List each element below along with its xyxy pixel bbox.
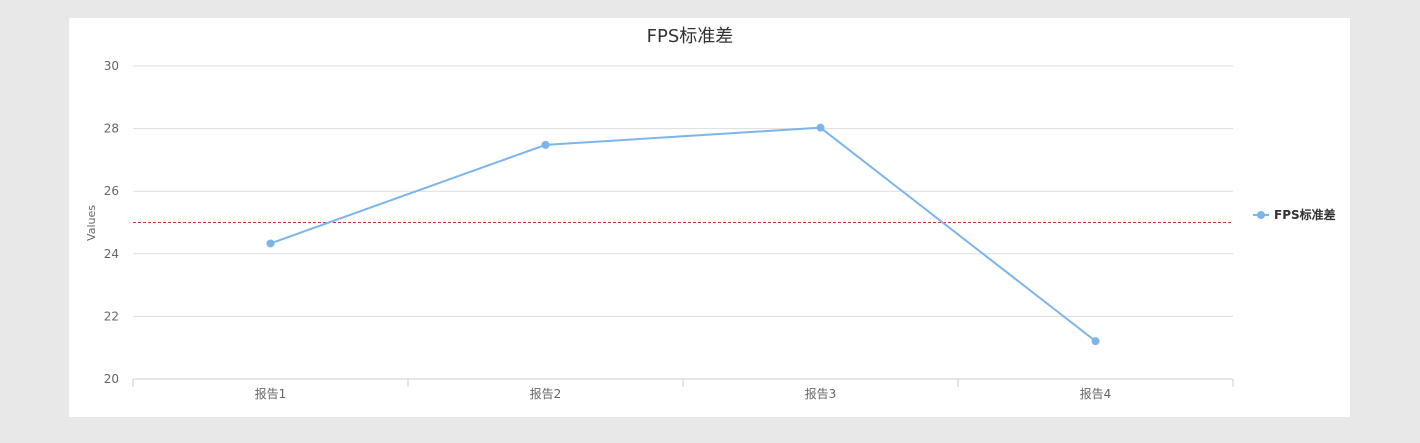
y-tick-label: 28 <box>104 122 119 136</box>
x-axis: 报告1 报告2 报告3 报告4 <box>132 378 1234 401</box>
y-tick-label: 26 <box>104 184 119 198</box>
series-line <box>270 126 1097 342</box>
y-tick-label: 24 <box>104 247 119 261</box>
y-axis-label: Values <box>85 205 98 241</box>
y-tick-label: 20 <box>104 372 119 386</box>
x-tick-label: 报告3 <box>805 386 837 401</box>
grid-lines <box>133 65 1233 317</box>
legend-item-label[interactable]: FPS标准差 <box>1274 207 1336 222</box>
chart-title: FPS标准差 <box>647 26 734 47</box>
y-axis-ticks: 20 22 24 26 28 30 <box>104 59 119 386</box>
x-tick-label: 报告4 <box>1080 386 1112 401</box>
data-point[interactable] <box>1091 337 1100 346</box>
legend-marker <box>1257 211 1265 219</box>
chart-panel: FPS标准差 Values 20 22 24 26 28 30 报告1 报告2 报告3 报告4 … <box>69 18 1350 417</box>
legend[interactable]: FPS标准差 <box>1253 207 1336 222</box>
data-point[interactable] <box>266 239 275 248</box>
data-point[interactable] <box>816 123 825 132</box>
x-tick-label: 报告1 <box>255 386 287 401</box>
y-tick-label: 30 <box>104 59 119 73</box>
x-tick-label: 报告2 <box>530 386 562 401</box>
data-point[interactable] <box>541 140 550 149</box>
series <box>266 123 1100 346</box>
y-tick-label: 22 <box>104 309 119 323</box>
